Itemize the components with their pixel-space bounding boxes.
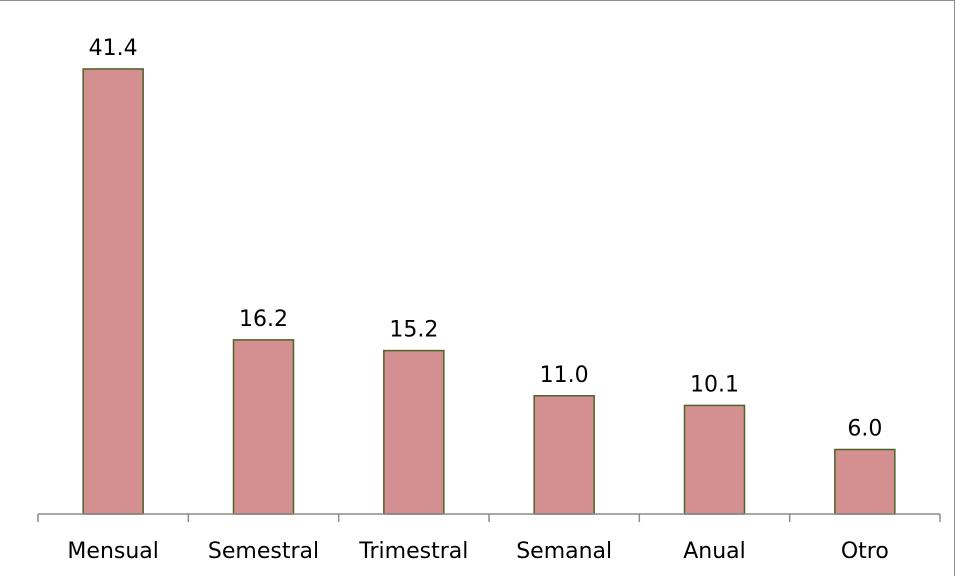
x-tick-label-trimestral: Trimestral (358, 539, 468, 564)
bar-anual (683, 404, 746, 515)
bar-trimestral (383, 349, 445, 515)
x-tick-labels-group: Mensual Semestral Trimestral Semanal Anual Ot… (67, 539, 888, 564)
bars-group (82, 68, 896, 515)
x-tick-label-semanal: Semanal (516, 539, 612, 564)
x-tick-label-anual: Anual (683, 539, 746, 564)
data-label-trimestral: 15.2 (389, 318, 438, 343)
data-label-semestral: 16.2 (239, 307, 288, 332)
value-labels-group: 41.4 16.2 15.2 11.0 10.1 6.0 (89, 36, 883, 442)
bar-otro (834, 448, 896, 515)
x-tick-label-semestral: Semestral (208, 539, 319, 564)
x-axis (37, 513, 941, 522)
x-tick-label-mensual: Mensual (67, 539, 158, 564)
bar-semestral (232, 339, 295, 515)
data-label-mensual: 41.4 (89, 36, 138, 61)
data-label-semanal: 11.0 (540, 363, 589, 388)
bar-mensual (82, 68, 144, 515)
data-label-anual: 10.1 (690, 372, 739, 397)
data-label-otro: 6.0 (847, 417, 882, 442)
bar-semanal (533, 395, 595, 515)
x-tick-label-otro: Otro (841, 539, 889, 564)
